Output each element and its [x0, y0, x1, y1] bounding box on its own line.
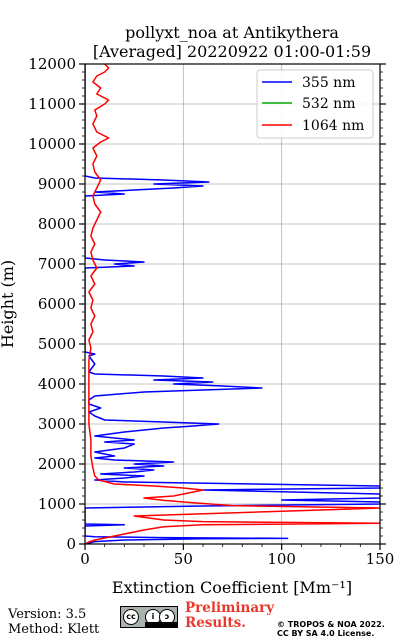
- chart-title-line-2: [Averaged] 20220922 01:00-01:59: [93, 42, 371, 61]
- chart-title-line-1: pollyxt_noa at Antikythera: [125, 23, 339, 42]
- series-line-355-nm: [85, 64, 380, 544]
- y-tick-label: 10000: [28, 135, 76, 153]
- version-label: Version: 3.5: [8, 607, 87, 622]
- y-tick-label: 4000: [38, 375, 76, 393]
- y-tick-label: 8000: [38, 215, 76, 233]
- y-tick-label: 2000: [38, 455, 76, 473]
- y-tick-label: 7000: [38, 255, 76, 273]
- extinction-profile-chart: pollyxt_noa at Antikythera [Averaged] 20…: [0, 23, 394, 597]
- y-tick-label: 6000: [38, 295, 76, 313]
- x-tick-label: 50: [174, 550, 193, 568]
- method-label: Method: Klett: [8, 622, 100, 637]
- preliminary-line-1: Preliminary: [185, 600, 275, 616]
- copyright-notice: © TROPOS & NOA 2022. CC BY SA 4.0 Licens…: [277, 620, 385, 638]
- legend-label-1064: 1064 nm: [302, 118, 364, 134]
- x-axis-label: Extinction Coefficient [Mm⁻¹]: [112, 578, 352, 597]
- preliminary-results-note: Preliminary Results.: [185, 601, 274, 631]
- cc-badge-strip: [145, 622, 177, 627]
- y-tick-label: 11000: [28, 95, 76, 113]
- x-tick-label: 100: [267, 550, 296, 568]
- y-tick-label: 1000: [38, 495, 76, 513]
- x-tick-label: 150: [366, 550, 395, 568]
- legend: 355 nm 532 nm 1064 nm: [256, 69, 374, 139]
- legend-label-532: 532 nm: [302, 96, 355, 112]
- y-axis-label: Height (m): [0, 260, 17, 348]
- series-group: [85, 64, 380, 544]
- y-tick-label: 12000: [28, 55, 76, 73]
- series-line-1064-nm: [85, 64, 380, 544]
- cc-license-badge: cc i ↄ: [120, 606, 178, 628]
- legend-box: [256, 69, 374, 139]
- x-tick-label: 0: [80, 550, 90, 568]
- axis-ticks: 0 50 100 150 0 1000 2000 3000 4000 5000 6000 7000 80…: [28, 55, 394, 568]
- y-tick-label: 3000: [38, 415, 76, 433]
- legend-label-355: 355 nm: [302, 75, 355, 91]
- cc-icon: cc: [123, 609, 139, 625]
- copyright-line-1: © TROPOS & NOA 2022.: [277, 620, 385, 629]
- y-tick-label: 0: [66, 535, 76, 553]
- y-tick-label: 5000: [38, 335, 76, 353]
- y-tick-label: 9000: [38, 175, 76, 193]
- preliminary-line-2: Results.: [185, 615, 246, 631]
- copyright-line-2: CC BY SA 4.0 License.: [277, 629, 375, 638]
